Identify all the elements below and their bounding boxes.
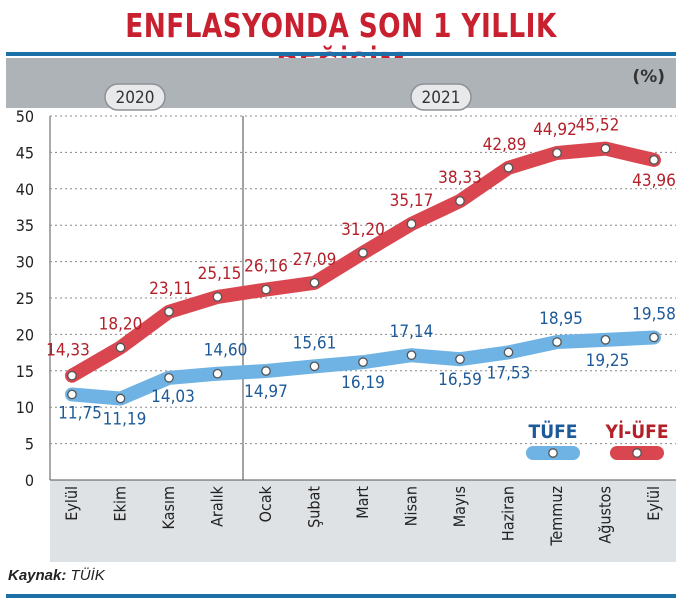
legend-marker <box>632 448 642 458</box>
data-label: 18,95 <box>539 309 583 329</box>
data-point <box>309 361 320 372</box>
y-tick-label: 5 <box>25 435 34 454</box>
y-tick-label: 35 <box>16 216 34 235</box>
year-badge <box>410 83 472 111</box>
data-label: 42,89 <box>483 135 527 155</box>
legend-label: TÜFE <box>529 419 578 443</box>
data-label: 38,33 <box>438 168 482 188</box>
x-tick-label: Eylül <box>62 486 81 521</box>
y-tick-label: 50 <box>16 107 34 126</box>
data-point <box>358 357 368 367</box>
top-rule <box>6 52 676 56</box>
data-point <box>406 219 417 229</box>
data-point <box>115 342 126 353</box>
data-label: 25,15 <box>198 264 242 284</box>
data-point <box>503 162 514 173</box>
data-label: 14,97 <box>244 382 288 402</box>
data-point <box>600 143 611 154</box>
x-tick-label: Haziran <box>499 486 518 541</box>
data-label: 16,19 <box>341 373 385 393</box>
x-tick-label: Aralık <box>208 485 227 527</box>
legend-label: Yİ-ÜFE <box>604 419 668 443</box>
y-tick-label: 20 <box>16 325 34 344</box>
y-tick-label: 15 <box>16 362 34 381</box>
data-label: 43,96 <box>632 171 676 191</box>
year-label: 2021 <box>422 88 461 108</box>
data-point <box>309 277 320 288</box>
y-tick-label: 10 <box>16 398 34 417</box>
data-label: 15,61 <box>293 333 337 353</box>
data-label: 19,25 <box>586 351 630 371</box>
unit-label: (%) <box>632 67 665 87</box>
data-label: 18,20 <box>99 315 143 335</box>
data-label: 45,52 <box>576 116 620 136</box>
x-tick-label: Ağustos <box>596 486 615 544</box>
data-point <box>358 248 368 258</box>
y-tick-label: 30 <box>16 253 34 272</box>
data-point <box>649 332 659 343</box>
y-tick-label: 40 <box>16 180 34 199</box>
data-point <box>67 389 77 400</box>
x-tick-label: Şubat <box>305 486 324 528</box>
data-label: 14,33 <box>46 341 90 361</box>
legend-marker <box>548 448 558 458</box>
data-label: 26,16 <box>244 257 288 277</box>
source-label: Kaynak: <box>8 567 67 584</box>
data-label: 44,92 <box>533 120 577 140</box>
x-tick-label: Ocak <box>256 485 275 522</box>
data-point <box>455 354 465 365</box>
bottom-rule <box>6 594 676 598</box>
data-point <box>455 196 465 206</box>
data-label: 23,11 <box>149 279 193 299</box>
y-tick-label: 45 <box>16 143 34 162</box>
x-tick-label: Eylül <box>644 486 663 521</box>
source-note: Kaynak: TÜİK <box>8 567 105 584</box>
data-label: 27,09 <box>293 250 337 270</box>
data-label: 17,14 <box>390 322 434 342</box>
axis-band <box>50 480 676 562</box>
year-label: 2020 <box>116 88 155 108</box>
x-tick-label: Temmuz <box>547 486 566 547</box>
data-point <box>552 148 562 158</box>
x-tick-label: Mart <box>353 486 372 519</box>
data-label: 31,20 <box>341 220 385 240</box>
data-point <box>552 337 562 347</box>
data-point <box>212 292 223 302</box>
data-point <box>503 347 514 358</box>
x-tick-label: Mayıs <box>450 486 469 527</box>
data-label: 35,17 <box>390 191 434 211</box>
data-point <box>649 155 659 165</box>
data-label: 16,59 <box>438 370 482 390</box>
data-label: 19,58 <box>632 304 676 324</box>
data-point <box>261 366 271 376</box>
x-tick-label: Ekim <box>111 486 130 521</box>
data-label: 17,53 <box>487 363 531 383</box>
data-point <box>261 284 271 295</box>
data-label: 11,75 <box>58 403 102 423</box>
data-label: 11,19 <box>103 410 147 430</box>
source-value: TÜİK <box>70 567 105 584</box>
data-point <box>67 370 77 381</box>
data-point <box>164 306 174 317</box>
data-label: 14,03 <box>151 387 195 407</box>
data-point <box>600 335 611 345</box>
data-point <box>212 368 223 379</box>
x-tick-label: Nisan <box>402 486 421 526</box>
data-point <box>406 350 417 361</box>
x-tick-label: Kasım <box>159 486 178 530</box>
data-label: 14,60 <box>204 341 248 361</box>
y-tick-label: 0 <box>25 471 34 490</box>
y-tick-label: 25 <box>16 289 34 308</box>
year-badge <box>104 83 166 111</box>
data-point <box>115 393 126 404</box>
data-point <box>164 373 174 383</box>
